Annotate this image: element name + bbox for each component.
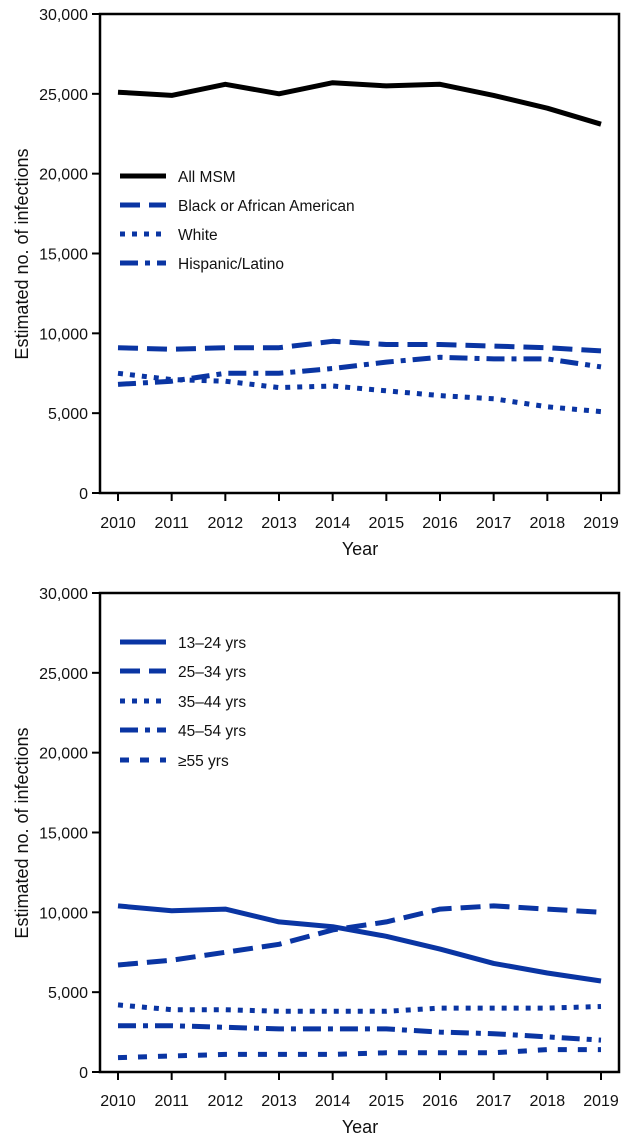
y-tick-label: 15,000: [39, 826, 88, 843]
x-axis-label: Year: [342, 539, 378, 559]
x-tick-label: 2013: [261, 515, 297, 532]
chart-age-group: Estimated no. of infections Year 0 5,000 1…: [12, 586, 619, 1137]
y-tick-label: 15,000: [39, 247, 88, 264]
x-tick-label: 2011: [154, 1093, 189, 1110]
y-tick-label: 5,000: [48, 406, 88, 423]
x-tick-label: 2014: [315, 515, 351, 532]
x-tick-label: 2018: [530, 1093, 566, 1110]
series-line-2: [118, 1005, 601, 1011]
legend-label: ≥55 yrs: [178, 753, 229, 770]
x-tick-label: 2015: [369, 1093, 405, 1110]
y-tick-label: 30,000: [39, 7, 88, 24]
legend-label: 13–24 yrs: [178, 635, 246, 652]
y-tick-label: 25,000: [39, 87, 88, 104]
legend-label: 25–34 yrs: [178, 664, 246, 681]
x-tick-label: 2018: [530, 515, 566, 532]
legend-label: All MSM: [178, 169, 236, 186]
y-axis-label: Estimated no. of infections: [12, 148, 32, 359]
y-tick-label: 10,000: [39, 905, 88, 922]
legend-label: 35–44 yrs: [178, 694, 246, 711]
x-tick-label: 2013: [261, 1093, 297, 1110]
x-tick-label: 2017: [476, 515, 512, 532]
y-tick-label: 0: [79, 1065, 88, 1082]
x-tick-label: 2010: [100, 1093, 136, 1110]
y-tick-label: 0: [79, 486, 88, 503]
x-tick-label: 2019: [583, 515, 619, 532]
series-line-0: [118, 906, 601, 981]
x-tick-label: 2011: [154, 515, 189, 532]
legend-label: Black or African American: [178, 198, 355, 215]
x-tick-label: 2016: [422, 515, 458, 532]
series-line-1: [118, 341, 601, 351]
x-tick-label: 2019: [583, 1093, 619, 1110]
y-tick-label: 20,000: [39, 167, 88, 184]
y-axis-label: Estimated no. of infections: [12, 727, 32, 938]
x-tick-label: 2010: [100, 515, 136, 532]
series-line-0: [118, 83, 601, 125]
x-axis-label: Year: [342, 1117, 378, 1137]
series-line-3: [118, 1026, 601, 1040]
legend-label: White: [178, 227, 218, 244]
legend-label: Hispanic/Latino: [178, 256, 284, 273]
chart-race-ethnicity: Estimated no. of infections Year 0 5,000 1…: [12, 7, 619, 559]
y-tick-label: 25,000: [39, 666, 88, 683]
y-tick-label: 10,000: [39, 326, 88, 343]
x-tick-label: 2012: [208, 1093, 244, 1110]
x-tick-label: 2014: [315, 1093, 351, 1110]
x-tick-label: 2012: [208, 515, 244, 532]
x-tick-label: 2016: [422, 1093, 458, 1110]
x-tick-label: 2017: [476, 1093, 512, 1110]
y-tick-label: 20,000: [39, 746, 88, 763]
y-tick-label: 5,000: [48, 985, 88, 1002]
series-line-4: [118, 1050, 601, 1058]
series-line-2: [118, 373, 601, 411]
series-line-1: [118, 906, 601, 965]
legend-label: 45–54 yrs: [178, 723, 246, 740]
y-tick-label: 30,000: [39, 586, 88, 603]
x-tick-label: 2015: [369, 515, 405, 532]
